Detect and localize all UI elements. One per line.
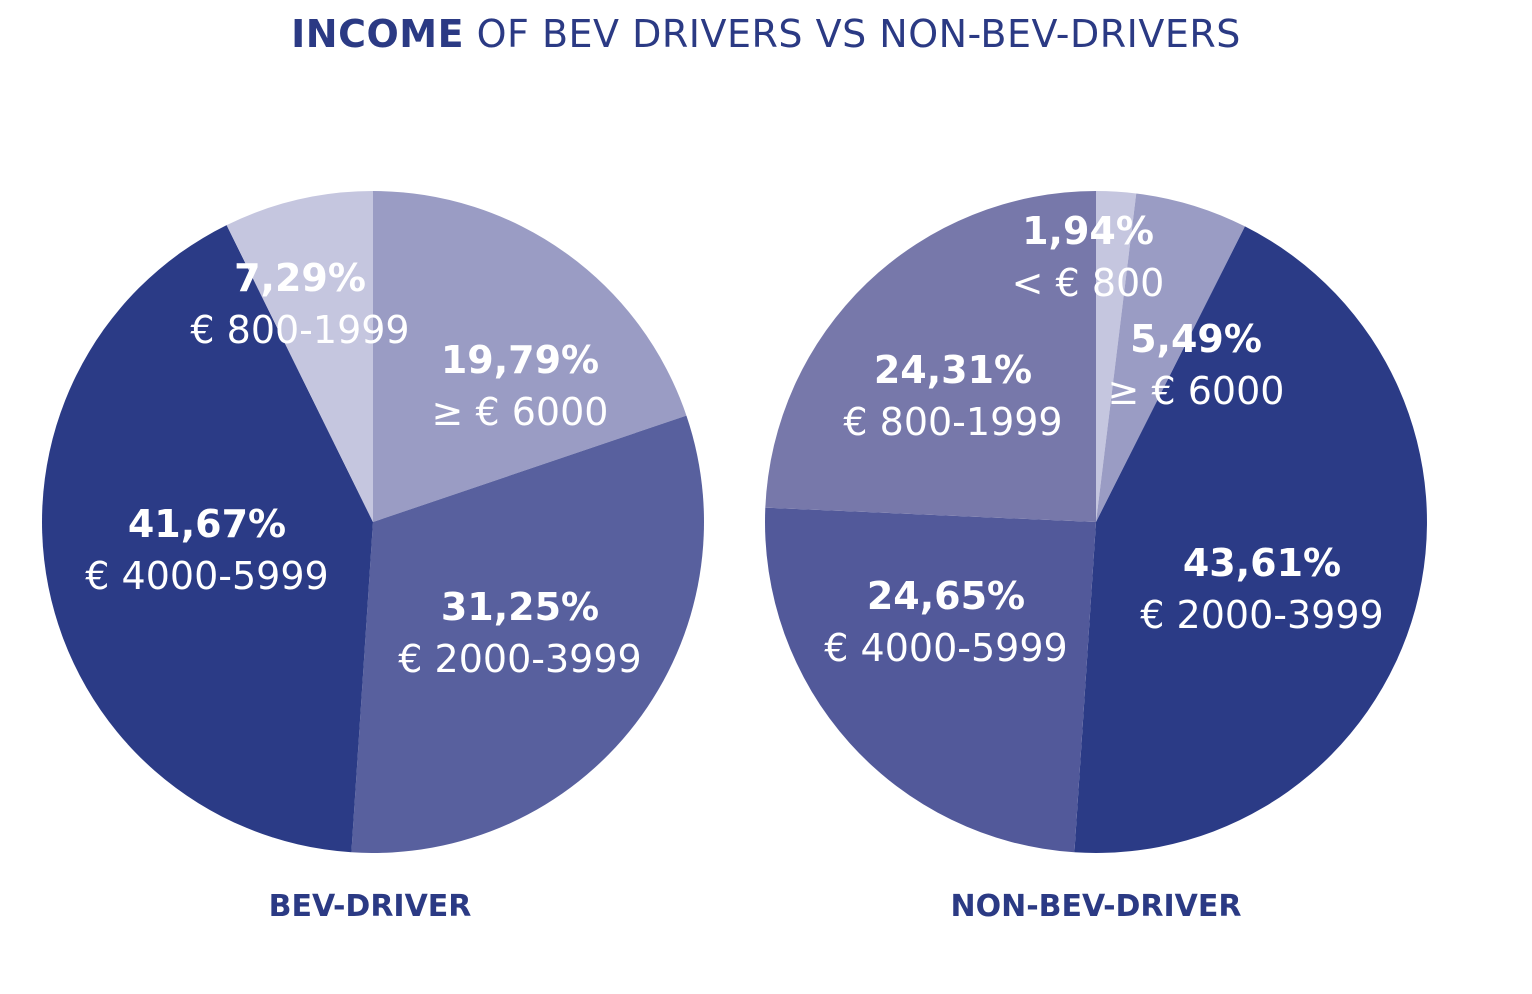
pie-slice (765, 191, 1096, 522)
slice-percent-label: 5,49% (1130, 317, 1262, 361)
pie-slice (42, 225, 374, 853)
pie-chart-1: 19,79% ≥ € 6000 31,25% € 2000-3999 41,67% € 4… (42, 191, 704, 924)
slice-range-label: € 800-1999 (843, 400, 1062, 444)
slice-range-label: € 4000-5999 (824, 626, 1067, 670)
slice-range-label: € 2000-3999 (398, 637, 641, 681)
pie-chart-2: 1,94% < € 800 5,49% ≥ € 6000 43,61% € 2000-39… (764, 191, 1427, 924)
slice-percent-label: 1,94% (1022, 209, 1154, 253)
pie-slice (226, 191, 373, 522)
pie-slice (351, 415, 704, 853)
chart-title-bold: INCOME (291, 12, 465, 56)
pie-caption: NON-BEV-DRIVER (951, 889, 1242, 924)
slice-percent-label: 7,29% (234, 256, 366, 300)
slice-percent-label: 24,31% (874, 348, 1032, 392)
slice-range-label: ≥ € 6000 (432, 390, 609, 434)
pie-slice (373, 191, 687, 522)
pie-slice (1074, 226, 1427, 853)
slice-range-label: ≥ € 6000 (1108, 369, 1285, 413)
pie-slice (1096, 193, 1245, 522)
slice-percent-label: 41,67% (128, 502, 286, 546)
slice-range-label: < € 800 (1012, 261, 1165, 305)
slice-percent-label: 19,79% (441, 338, 599, 382)
pie-slice (1096, 191, 1137, 522)
pie-caption: BEV-DRIVER (269, 889, 472, 924)
chart-title-rest: OF BEV DRIVERS VS NON-BEV-DRIVERS (464, 12, 1241, 56)
slice-range-label: € 4000-5999 (85, 554, 328, 598)
slice-range-label: € 2000-3999 (1140, 593, 1383, 637)
slice-percent-label: 24,65% (867, 574, 1025, 618)
chart-title: INCOME OF BEV DRIVERS VS NON-BEV-DRIVERS (0, 12, 1532, 56)
pie-slice (764, 507, 1096, 853)
slice-percent-label: 31,25% (441, 585, 599, 629)
slice-percent-label: 43,61% (1183, 541, 1341, 585)
slice-range-label: € 800-1999 (190, 308, 409, 352)
